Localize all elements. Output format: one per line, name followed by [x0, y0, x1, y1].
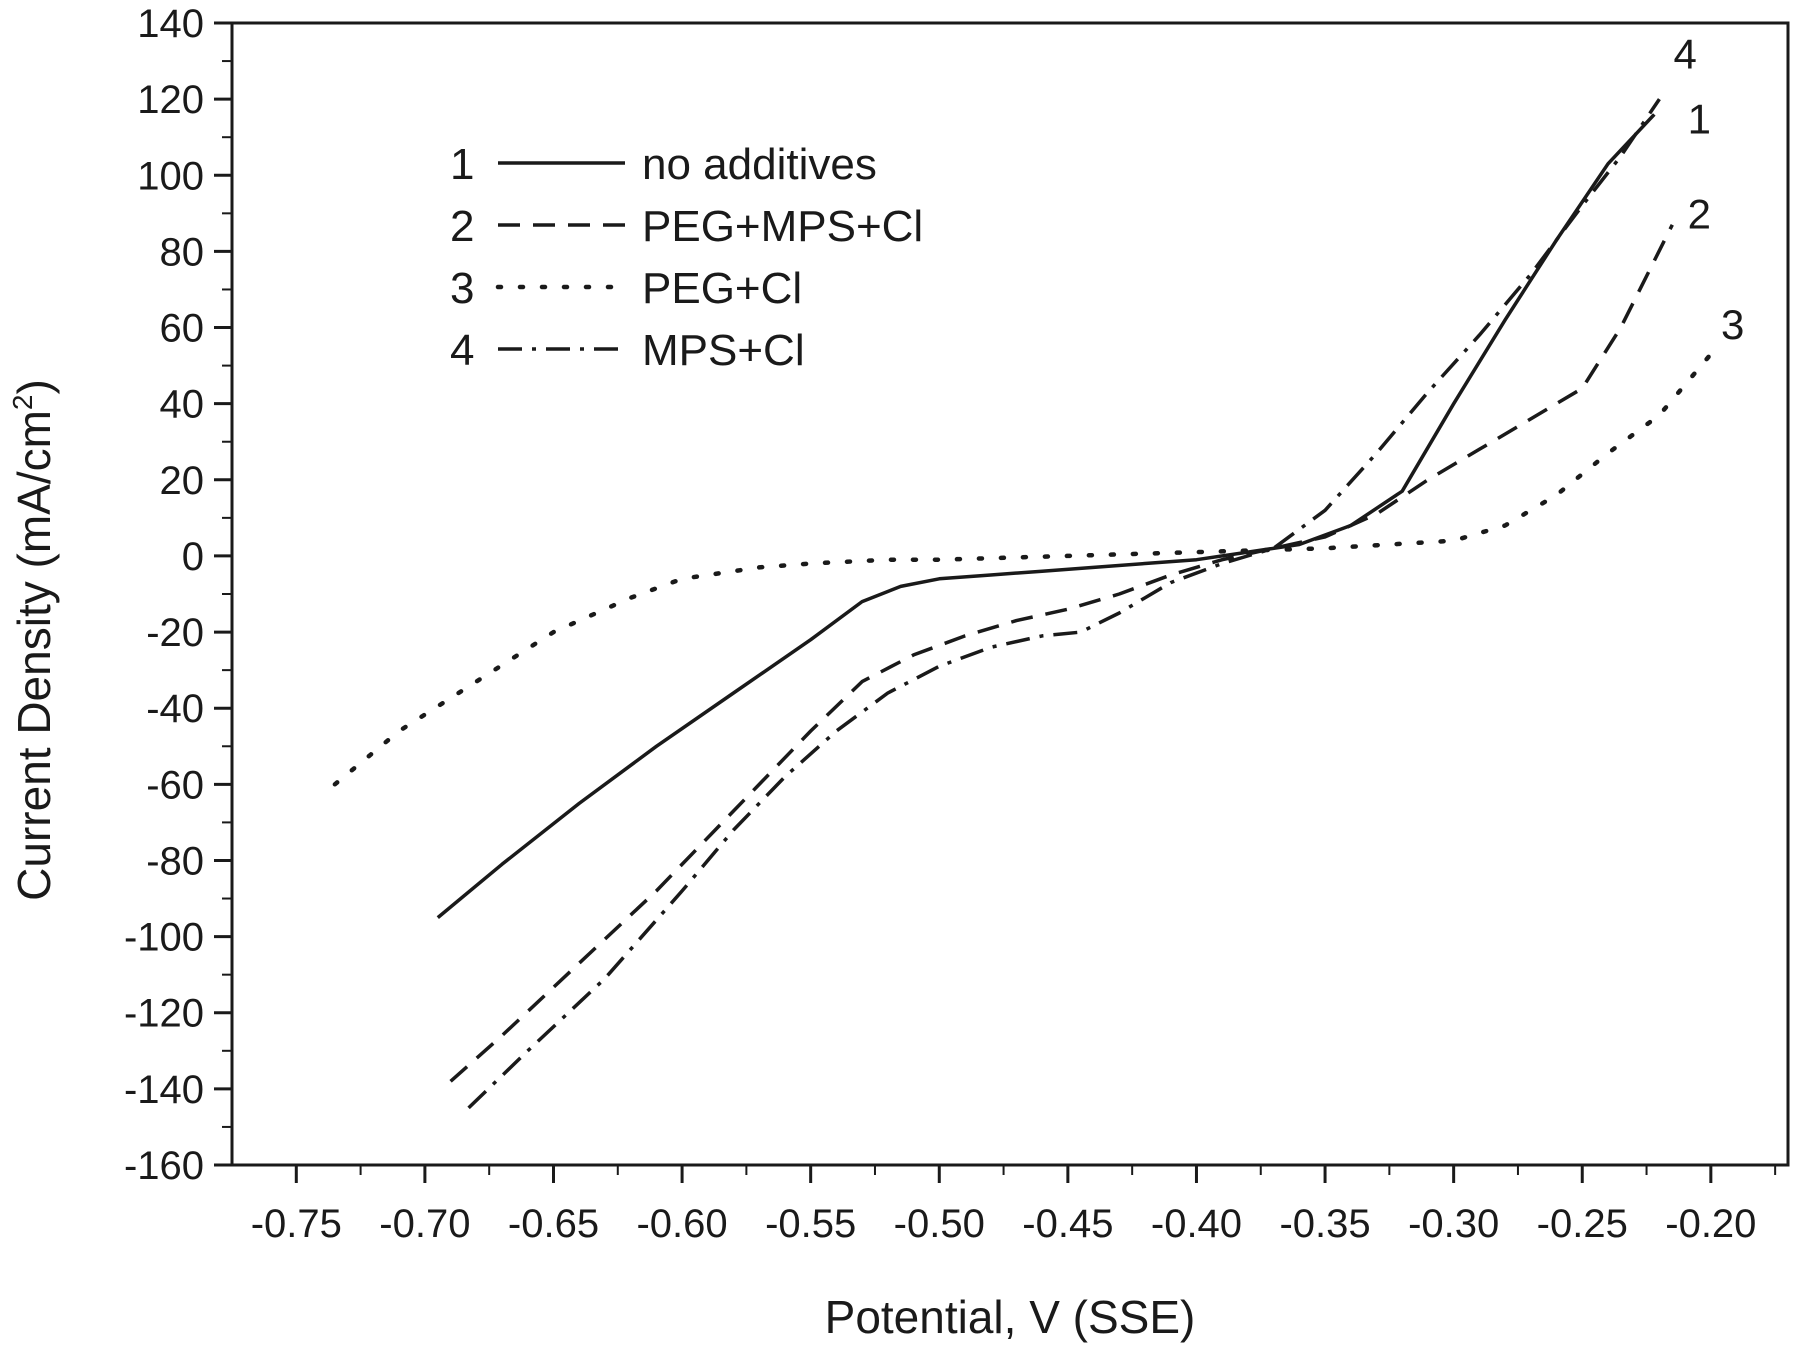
- x-axis-ticks: -0.75 -0.70 -0.65 -0.60 -0.55 -0.50 -0.45 -0.40…: [251, 1165, 1777, 1246]
- series-line-3: [332, 351, 1714, 787]
- legend-number: 1: [450, 140, 474, 189]
- series-line-4: [467, 98, 1661, 1110]
- legend-label: MPS+Cl: [642, 326, 805, 375]
- legend-label: PEG+MPS+Cl: [642, 202, 923, 251]
- y-tick-label: -100: [124, 916, 204, 960]
- x-tick-label: -0.40: [1151, 1202, 1242, 1246]
- x-tick-label: -0.75: [251, 1202, 342, 1246]
- x-tick-label: -0.70: [379, 1202, 470, 1246]
- y-tick-label: 20: [160, 459, 205, 503]
- curve-end-label: 3: [1721, 301, 1744, 348]
- x-axis-title: Potential, V (SSE): [825, 1291, 1196, 1343]
- curve-end-labels: 4 1 2 3: [1673, 31, 1744, 348]
- y-tick-label: -160: [124, 1144, 204, 1188]
- y-axis-title-superscript: 2: [7, 395, 38, 411]
- y-tick-label: -80: [146, 839, 204, 883]
- legend-number: 2: [450, 202, 474, 251]
- x-tick-label: -0.65: [508, 1202, 599, 1246]
- series-line-2: [449, 224, 1674, 1083]
- series-layer: [332, 98, 1714, 1110]
- x-tick-label: -0.30: [1408, 1202, 1499, 1246]
- y-tick-label: -60: [146, 763, 204, 807]
- y-tick-label: 60: [160, 307, 205, 351]
- x-tick-label: -0.25: [1537, 1202, 1628, 1246]
- y-tick-label: -120: [124, 992, 204, 1036]
- y-tick-label: -40: [146, 687, 204, 731]
- curve-end-label: 1: [1688, 95, 1711, 142]
- y-axis-ticks: -160 -140 -120 -100 -80 -60 -40 -20 0 20 40 60 80 100…: [124, 2, 232, 1188]
- y-tick-label: 100: [137, 154, 204, 198]
- y-axis-title-close: ): [8, 379, 60, 394]
- y-tick-label: 80: [160, 230, 205, 274]
- legend-number: 3: [450, 264, 474, 313]
- x-tick-label: -0.50: [894, 1202, 985, 1246]
- series-line-1: [436, 113, 1656, 919]
- y-axis-title: Current Density (mA/cm2): [7, 379, 60, 901]
- y-tick-label: -140: [124, 1068, 204, 1112]
- y-tick-label: 120: [137, 78, 204, 122]
- curve-end-label: 4: [1673, 31, 1696, 78]
- y-tick-label: 40: [160, 383, 205, 427]
- x-tick-label: -0.45: [1022, 1202, 1113, 1246]
- y-tick-label: 140: [137, 2, 204, 46]
- plot-area-frame: [230, 21, 1790, 1167]
- x-tick-label: -0.20: [1665, 1202, 1756, 1246]
- x-tick-label: -0.60: [636, 1202, 727, 1246]
- legend-label: PEG+Cl: [642, 264, 802, 313]
- y-axis-title-main: Current Density (mA/cm: [8, 410, 60, 901]
- y-tick-label: 0: [182, 535, 204, 579]
- x-tick-label: -0.35: [1279, 1202, 1370, 1246]
- x-tick-label: -0.55: [765, 1202, 856, 1246]
- legend-label: no additives: [642, 140, 877, 189]
- curve-end-label: 2: [1688, 191, 1711, 238]
- y-tick-label: -20: [146, 611, 204, 655]
- legend: 1 no additives 2 PEG+MPS+Cl 3 PEG+Cl 4 MPS+Cl: [450, 140, 923, 375]
- legend-number: 4: [450, 326, 474, 375]
